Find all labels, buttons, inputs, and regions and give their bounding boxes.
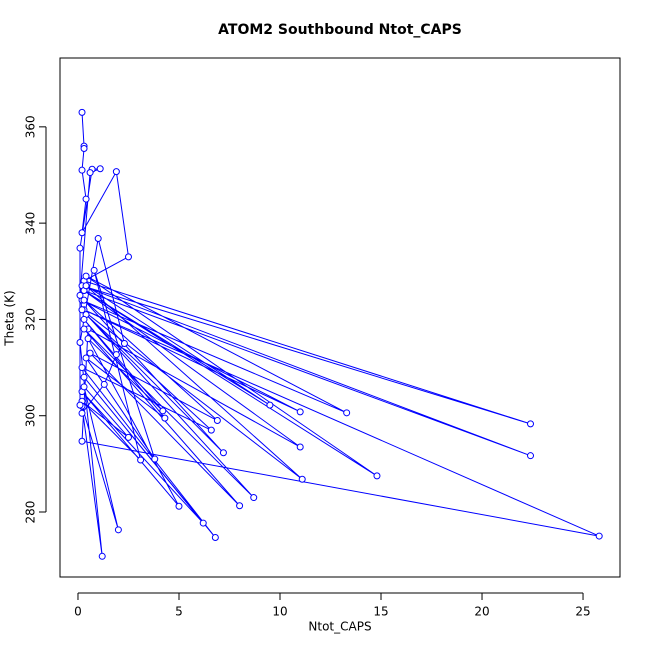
data-point <box>595 532 603 540</box>
data-point <box>78 306 86 314</box>
data-point <box>250 494 258 502</box>
data-point <box>207 426 215 434</box>
data-point <box>296 443 304 451</box>
data-point <box>90 266 98 274</box>
data-point <box>86 349 94 357</box>
data-point <box>80 383 88 391</box>
data-point <box>266 401 274 409</box>
data-point <box>80 373 88 381</box>
data-point <box>161 414 169 422</box>
data-point <box>96 165 104 173</box>
data-point <box>112 351 120 359</box>
data-point <box>80 325 88 333</box>
data-point <box>527 420 535 428</box>
data-point <box>343 409 351 417</box>
data-point <box>159 407 167 415</box>
y-tick-label: 320 <box>24 308 38 331</box>
data-point <box>124 433 132 441</box>
data-point <box>82 272 90 280</box>
y-axis-label: Theta (K) <box>3 290 17 346</box>
data-point <box>527 452 535 460</box>
data-point <box>78 364 86 372</box>
y-tick-label: 280 <box>24 501 38 524</box>
x-tick-label: 25 <box>575 605 590 619</box>
data-point <box>120 339 128 347</box>
data-point <box>84 335 92 343</box>
data-point <box>373 472 381 480</box>
data-point <box>80 145 88 153</box>
data-point <box>76 291 84 299</box>
plot-frame <box>59 57 621 578</box>
data-point <box>82 354 90 362</box>
x-tick-label: 10 <box>272 605 287 619</box>
y-tick-label: 300 <box>24 404 38 427</box>
data-point <box>298 475 306 483</box>
data-point <box>76 339 84 347</box>
y-tick-label: 360 <box>24 115 38 138</box>
data-point <box>76 401 84 409</box>
data-point <box>219 449 227 457</box>
data-point <box>94 235 102 243</box>
data-point <box>80 315 88 323</box>
x-tick-label: 15 <box>373 605 388 619</box>
chart-title: ATOM2 Southbound Ntot_CAPS <box>218 22 462 38</box>
data-point <box>175 502 183 510</box>
data-point <box>78 409 86 417</box>
data-point <box>86 169 94 177</box>
data-line <box>79 112 600 557</box>
data-point <box>78 166 86 174</box>
data-point <box>296 408 304 416</box>
x-tick-label: 5 <box>175 605 183 619</box>
data-point <box>78 229 86 237</box>
data-point <box>78 108 86 116</box>
x-tick-label: 0 <box>74 605 82 619</box>
data-point <box>82 195 90 203</box>
data-point <box>78 437 86 445</box>
y-tick-label: 340 <box>24 212 38 235</box>
data-point <box>199 519 207 527</box>
data-point <box>100 380 108 388</box>
data-point <box>114 526 122 534</box>
x-axis-label: Ntot_CAPS <box>308 620 371 634</box>
data-point <box>124 253 132 261</box>
data-point <box>213 417 221 425</box>
x-tick-label: 20 <box>474 605 489 619</box>
data-point <box>137 456 145 464</box>
data-point <box>98 552 106 560</box>
data-point <box>112 168 120 176</box>
data-point <box>76 244 84 252</box>
data-point <box>151 455 159 463</box>
data-point <box>236 502 244 510</box>
data-point <box>211 534 219 542</box>
data-point <box>80 296 88 304</box>
data-point <box>82 282 90 290</box>
